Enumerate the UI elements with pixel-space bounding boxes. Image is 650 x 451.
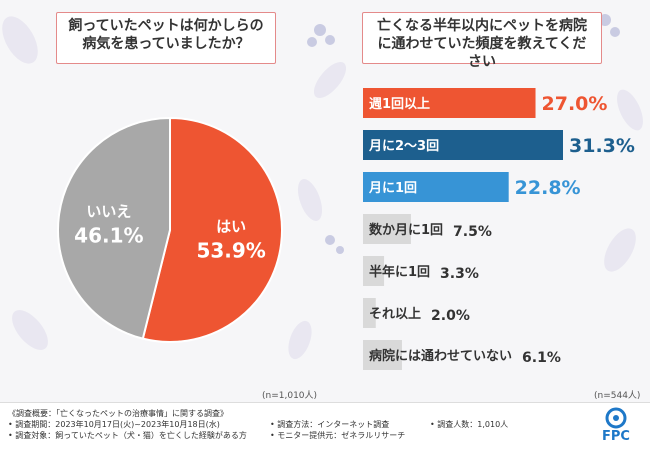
footer-target: • 調査対象：飼っていたペット（犬・猫）を亡くした経験がある方 (8, 431, 247, 440)
fpc-logo-icon (605, 407, 627, 429)
pie-slice-label-0: はい (216, 218, 246, 236)
bar-sample-size: (n=544人) (594, 391, 641, 401)
bar-1 (363, 130, 563, 160)
bar-chart: 週1回以上 27.0% 月に2～3回 31.3% 月に1回 22.8% 数か月に1回 7.5%… (363, 88, 635, 370)
bar-value-label-2: 22.8% (515, 177, 581, 199)
footer-method: • 調査方法：インターネット調査 (270, 420, 390, 429)
bar-6 (363, 340, 402, 370)
footer-period: • 調査期間：2023年10月17日(火)~2023年10月18日(水) (8, 420, 220, 429)
bar-category-label-4: 半年に1回 (369, 264, 430, 280)
pie-slice-label-1: いいえ (86, 202, 131, 220)
bar-value-label-4: 3.3% (440, 266, 479, 282)
bar-3 (363, 214, 411, 244)
pie-sample-size: (n=1,010人) (262, 391, 318, 401)
bar-question: 亡くなる半年以内にペットを病院に通わせていた頻度を教えてください (377, 18, 587, 70)
footer-title: 《調査概要：「亡くなったペットの治療事情」に関する調査》 (8, 409, 228, 418)
bar-question-box: 亡くなる半年以内にペットを病院に通わせていた頻度を教えてください (362, 12, 602, 70)
bar-category-label-2: 月に1回 (368, 181, 417, 196)
footer-monitor: • モニター提供元：ゼネラルリサーチ (270, 431, 406, 440)
pie-question-box: 飼っていたペットは何かしらの病気を患っていましたか？ (56, 12, 276, 64)
pie-chart: はい 53.9% いいえ 46.1% (57, 116, 283, 343)
fpc-logo-text: FPC (602, 429, 630, 444)
pie-slice-1 (57, 116, 171, 340)
bar-0 (363, 88, 536, 118)
bar-4 (363, 256, 385, 286)
footer-count: • 調査人数：1,010人 (430, 420, 509, 429)
pie-question: 飼っていたペットは何かしらの病気を患っていましたか？ (68, 18, 264, 52)
bar-value-label-0: 27.0% (542, 93, 608, 115)
pie-slice-value-0: 53.9% (196, 239, 265, 263)
bar-value-label-6: 6.1% (522, 350, 561, 366)
bar-2 (363, 172, 509, 202)
bar-5 (363, 298, 376, 328)
bar-category-label-1: 月に2～3回 (368, 139, 439, 154)
survey-footer: 《調査概要：「亡くなったペットの治療事情」に関する調査》 • 調査期間：2023… (0, 402, 650, 451)
fpc-logo: FPC (596, 407, 636, 447)
bar-value-label-1: 31.3% (569, 135, 635, 157)
bar-category-label-3: 数か月に1回 (369, 222, 443, 238)
pie-slice-0 (141, 116, 283, 343)
pie-slice-value-1: 46.1% (74, 223, 143, 247)
bar-value-label-5: 2.0% (431, 308, 470, 324)
bar-category-label-0: 週1回以上 (369, 97, 430, 112)
bar-category-label-6: 病院には通わせていない (369, 348, 512, 364)
bar-category-label-5: それ以上 (369, 307, 421, 322)
bar-value-label-3: 7.5% (453, 224, 492, 240)
